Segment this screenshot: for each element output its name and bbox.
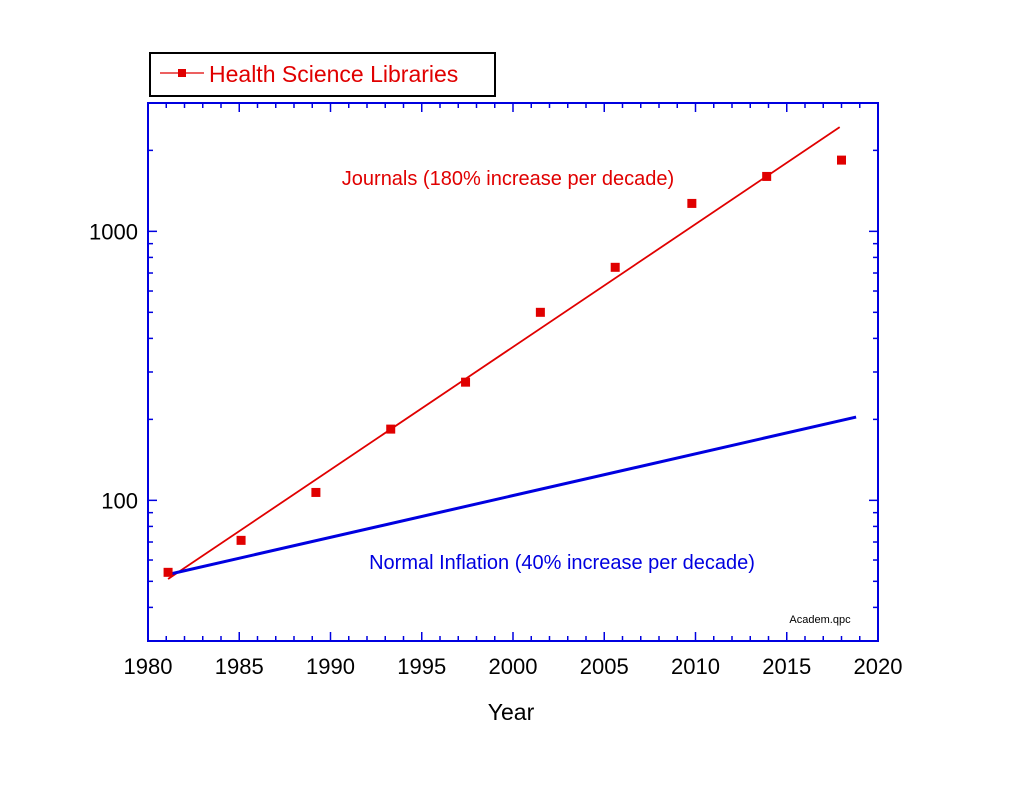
data-point — [837, 155, 846, 165]
y-tick-label: 1000 — [89, 219, 138, 244]
data-point — [163, 567, 173, 577]
x-tick-label: 1980 — [124, 654, 173, 679]
x-tick-label: 1985 — [215, 654, 264, 679]
legend: Health Science Libraries — [149, 52, 496, 97]
x-tick-label: 2015 — [762, 654, 811, 679]
journals-fit-line — [167, 126, 841, 580]
data-point — [535, 307, 545, 317]
annotation-inflation: Normal Inflation (40% increase per decad… — [369, 552, 755, 574]
legend-entry: Health Science Libraries — [209, 61, 458, 87]
data-point — [610, 262, 620, 272]
x-tick-label: 1995 — [397, 654, 446, 679]
x-tick-label: 2010 — [671, 654, 720, 679]
data-point — [236, 535, 246, 545]
legend-marker — [178, 69, 186, 77]
data-point — [687, 198, 697, 208]
annotation-journals: Journals (180% increase per decade) — [342, 168, 674, 190]
annotation-filename: Academ.qpc — [789, 614, 851, 626]
legend-box — [149, 52, 496, 97]
data-point — [386, 424, 396, 434]
x-tick-label: 2005 — [580, 654, 629, 679]
x-tick-label: 1990 — [306, 654, 355, 679]
x-tick-label: 2000 — [489, 654, 538, 679]
x-tick-labels: 1980 1985 1990 1995 2000 2005 2010 2015 2020 — [124, 654, 903, 679]
plot-frame — [147, 102, 879, 642]
y-tick-labels: 100 1000 — [89, 219, 138, 513]
chart-marks — [163, 126, 857, 580]
data-point — [762, 171, 772, 181]
x-axis-label: Year — [488, 699, 535, 725]
data-point — [311, 487, 321, 497]
inflation-line — [167, 415, 857, 576]
data-point — [461, 377, 471, 387]
y-tick-label: 100 — [101, 488, 138, 513]
x-tick-label: 2020 — [854, 654, 903, 679]
